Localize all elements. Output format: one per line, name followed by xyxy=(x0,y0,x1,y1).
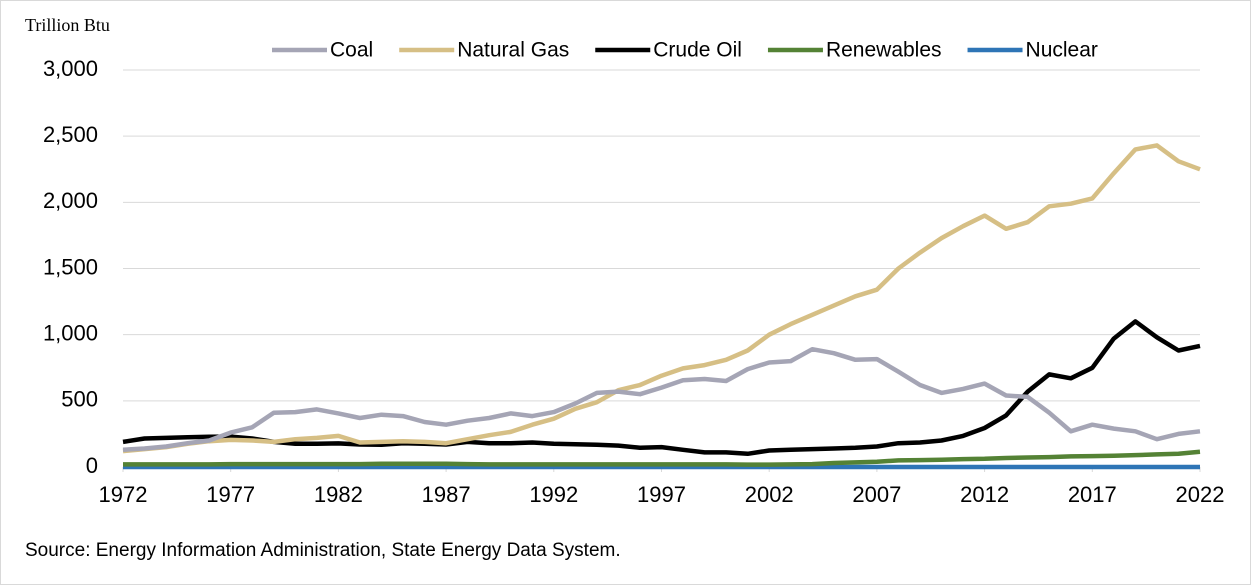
legend-label: Crude Oil xyxy=(653,39,742,62)
y-tick-label: 2,500 xyxy=(43,122,98,147)
x-tick-label: 1982 xyxy=(314,482,363,507)
series-line xyxy=(123,449,1201,467)
series-line xyxy=(122,143,1201,454)
series-line xyxy=(122,319,1201,457)
y-axis-label: Trillion Btu xyxy=(25,15,110,35)
y-tick-label: 2,000 xyxy=(43,188,98,213)
legend-label: Nuclear xyxy=(1026,39,1098,62)
y-tick-label: 0 xyxy=(86,453,98,478)
x-tick-label: 1977 xyxy=(206,482,255,507)
series-line xyxy=(122,346,1201,453)
legend-label: Renewables xyxy=(826,39,942,62)
x-tick-label: 2012 xyxy=(960,482,1009,507)
x-tick-label: 1992 xyxy=(529,482,578,507)
y-tick-label: 3,000 xyxy=(43,56,98,81)
source: Source: Energy Information Administratio… xyxy=(25,540,621,561)
x-tick-label: 2022 xyxy=(1176,482,1225,507)
y-tick-label: 500 xyxy=(61,387,98,412)
y-tick-label: 1,500 xyxy=(43,254,98,279)
legend-label: Coal xyxy=(330,39,373,62)
x-tick-label: 2007 xyxy=(852,482,901,507)
legend-label: Natural Gas xyxy=(457,39,569,62)
x-tick-label: 1997 xyxy=(637,482,686,507)
x-tick-label: 2002 xyxy=(745,482,794,507)
x-tick-label: 1987 xyxy=(422,482,471,507)
x-tick-label: 1972 xyxy=(99,482,148,507)
y-tick-label: 1,000 xyxy=(43,320,98,345)
x-tick-label: 2017 xyxy=(1068,482,1117,507)
